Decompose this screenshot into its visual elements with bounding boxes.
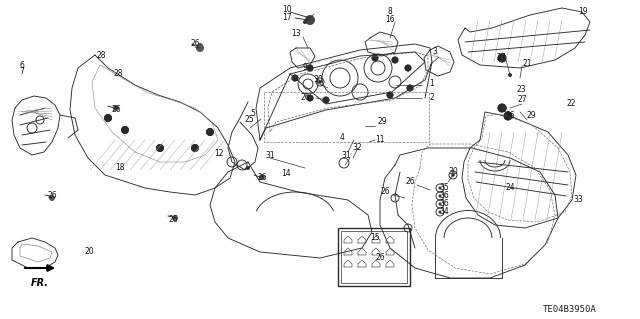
Text: 1: 1	[429, 79, 435, 88]
Circle shape	[438, 211, 442, 213]
Text: 15: 15	[370, 233, 380, 241]
Text: 21: 21	[522, 58, 532, 68]
Circle shape	[157, 145, 163, 152]
Circle shape	[207, 129, 214, 136]
Text: 26: 26	[300, 93, 310, 102]
Circle shape	[438, 187, 442, 189]
Circle shape	[405, 65, 411, 71]
Text: 10: 10	[282, 5, 292, 14]
Text: 29: 29	[526, 112, 536, 121]
Circle shape	[172, 215, 178, 221]
Circle shape	[504, 112, 512, 120]
Text: 3: 3	[433, 48, 437, 56]
Text: 13: 13	[291, 29, 301, 39]
Circle shape	[246, 166, 250, 170]
Text: 17: 17	[282, 12, 292, 21]
Text: 30: 30	[313, 75, 323, 84]
Text: 11: 11	[375, 135, 385, 144]
Circle shape	[498, 54, 506, 62]
Circle shape	[508, 73, 512, 77]
Circle shape	[191, 145, 198, 152]
Text: 26: 26	[190, 40, 200, 48]
Circle shape	[307, 95, 313, 101]
Text: TE04B3950A: TE04B3950A	[543, 306, 597, 315]
Text: 26: 26	[47, 190, 57, 199]
Circle shape	[318, 80, 322, 84]
Text: 31: 31	[265, 151, 275, 160]
Text: 22: 22	[566, 100, 576, 108]
Text: 27: 27	[517, 95, 527, 105]
Text: 19: 19	[578, 8, 588, 17]
Text: FR.: FR.	[31, 278, 49, 288]
Text: 30: 30	[448, 167, 458, 176]
Text: 35: 35	[439, 183, 449, 192]
Circle shape	[506, 115, 509, 117]
Text: 29: 29	[377, 116, 387, 125]
Text: 6: 6	[20, 62, 24, 70]
Text: 12: 12	[214, 149, 224, 158]
Circle shape	[197, 43, 203, 49]
Text: 26: 26	[405, 176, 415, 186]
Circle shape	[500, 56, 504, 60]
Circle shape	[372, 55, 378, 61]
Text: 26: 26	[257, 174, 267, 182]
Text: 7: 7	[20, 68, 24, 77]
Text: 36: 36	[439, 191, 449, 201]
Circle shape	[503, 106, 507, 110]
Text: 2: 2	[429, 93, 435, 102]
Text: 26: 26	[375, 254, 385, 263]
Text: 26: 26	[168, 214, 178, 224]
Circle shape	[392, 57, 398, 63]
Text: 28: 28	[96, 50, 106, 60]
Circle shape	[498, 104, 506, 112]
Circle shape	[259, 174, 265, 180]
Bar	[264, 92, 429, 142]
Circle shape	[438, 203, 442, 205]
Text: 9: 9	[303, 63, 307, 72]
Text: 26: 26	[111, 105, 121, 114]
Circle shape	[292, 75, 298, 81]
Circle shape	[122, 127, 129, 133]
Text: 31: 31	[341, 152, 351, 160]
Text: 5: 5	[251, 108, 255, 117]
Text: 18: 18	[115, 164, 125, 173]
Bar	[341, 231, 407, 283]
Text: 33: 33	[573, 196, 583, 204]
Text: 32: 32	[352, 144, 362, 152]
Text: 26: 26	[505, 112, 515, 121]
Text: 36: 36	[439, 199, 449, 209]
Circle shape	[438, 195, 442, 197]
Circle shape	[49, 195, 55, 201]
Text: 8: 8	[388, 8, 392, 17]
Circle shape	[387, 92, 393, 98]
Circle shape	[104, 115, 111, 122]
Text: 14: 14	[281, 168, 291, 177]
Text: 20: 20	[84, 248, 94, 256]
Circle shape	[407, 85, 413, 91]
Text: 4: 4	[340, 133, 344, 143]
Circle shape	[500, 107, 504, 109]
Circle shape	[451, 173, 455, 177]
Text: 26: 26	[380, 187, 390, 196]
Circle shape	[305, 15, 315, 25]
Circle shape	[303, 20, 307, 24]
Text: 23: 23	[516, 85, 526, 93]
Text: 27: 27	[496, 54, 506, 63]
Text: 24: 24	[505, 183, 515, 192]
Bar	[338, 228, 410, 286]
Text: 16: 16	[385, 14, 395, 24]
Text: 25: 25	[244, 115, 254, 123]
Circle shape	[307, 65, 313, 71]
Circle shape	[113, 105, 119, 111]
Text: 34: 34	[439, 207, 449, 217]
Circle shape	[323, 97, 329, 103]
Text: 28: 28	[113, 69, 123, 78]
Circle shape	[196, 44, 204, 52]
